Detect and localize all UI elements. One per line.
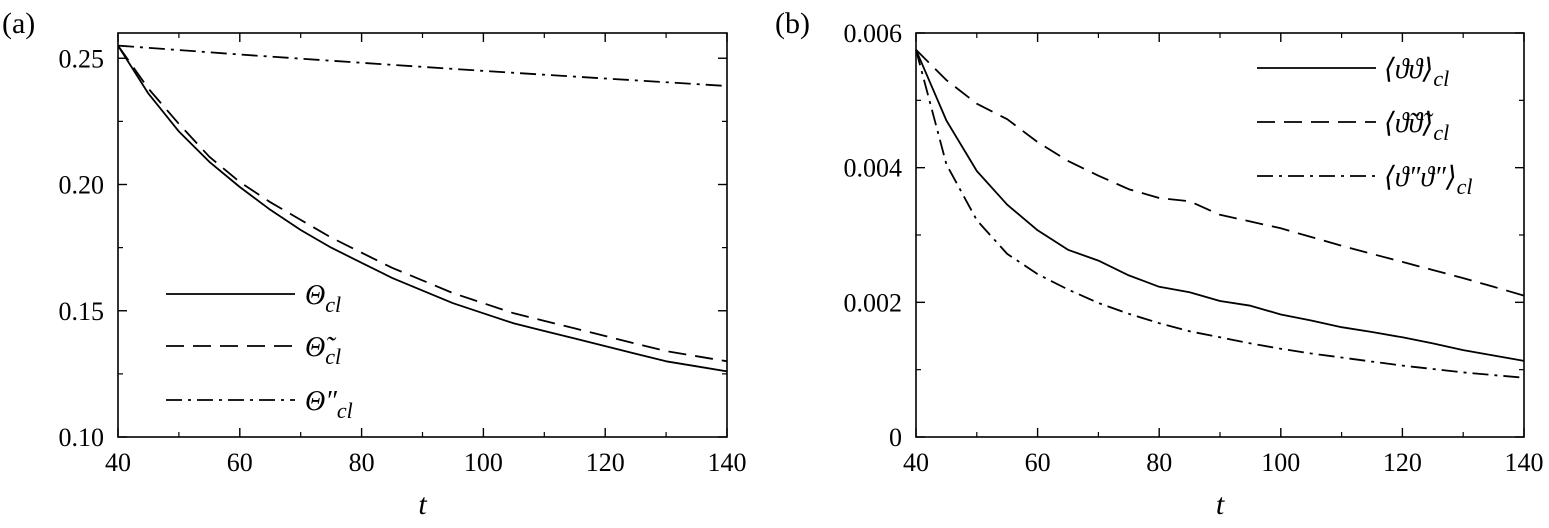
y-tick-label: 0 bbox=[889, 423, 902, 452]
x-axis-title: t bbox=[1216, 488, 1225, 521]
series-line-1 bbox=[117, 45, 728, 373]
legend-label: ⟨ϑϑ⟩cl bbox=[1384, 54, 1449, 91]
plot-frame bbox=[117, 32, 728, 438]
legend-label: Θcl bbox=[305, 280, 341, 317]
y-tick-label: 0.002 bbox=[844, 288, 903, 317]
panel-label: (a) bbox=[2, 7, 35, 40]
x-tick-label: 140 bbox=[708, 448, 747, 477]
x-tick-label: 60 bbox=[1025, 448, 1051, 477]
series-line-1 bbox=[915, 49, 1525, 362]
series-line-3 bbox=[915, 49, 1525, 379]
series-line-2 bbox=[117, 45, 728, 363]
x-tick-label: 120 bbox=[586, 448, 625, 477]
legend-label: ⟨ϑ̃ϑ̃⟩cl bbox=[1384, 108, 1449, 145]
x-tick-label: 80 bbox=[1146, 448, 1172, 477]
legend-label: Θ″cl bbox=[305, 386, 353, 423]
panel-a: 40 60 80 100 120 140 0.10 0.15 0.20 0.25 t (a) Θcl Θ̃… bbox=[2, 7, 747, 521]
y-tick-label: 0.15 bbox=[59, 297, 105, 326]
y-tick-label: 0.25 bbox=[59, 44, 105, 73]
x-tick-label: 100 bbox=[1261, 448, 1300, 477]
legend: ⟨ϑϑ⟩cl ⟨ϑ̃ϑ̃⟩cl ⟨ϑ″ϑ″⟩cl bbox=[1257, 54, 1473, 199]
legend-label: Θ̃cl bbox=[305, 332, 341, 369]
y-tick-label: 0.004 bbox=[844, 154, 903, 183]
x-tick-label: 140 bbox=[1505, 448, 1544, 477]
y-tick-label: 0.10 bbox=[59, 423, 105, 452]
plot-frame bbox=[915, 32, 1525, 438]
x-tick-label: 120 bbox=[1383, 448, 1422, 477]
panel-b: 40 60 80 100 120 140 0 0.002 0.004 0.006 t (b) ⟨ϑϑ⟩c… bbox=[775, 7, 1544, 521]
x-tick-label: 60 bbox=[227, 448, 253, 477]
y-tick-label: 0.20 bbox=[59, 171, 105, 200]
y-tick-label: 0.006 bbox=[844, 19, 903, 48]
x-tick-label: 100 bbox=[464, 448, 503, 477]
legend-label: ⟨ϑ″ϑ″⟩cl bbox=[1384, 162, 1473, 199]
x-axis-title: t bbox=[418, 488, 427, 521]
series-line-2 bbox=[915, 49, 1525, 297]
series-line-3 bbox=[117, 44, 728, 87]
x-tick-label: 40 bbox=[105, 448, 131, 477]
x-tick-label: 40 bbox=[903, 448, 929, 477]
legend: Θcl Θ̃cl Θ″cl bbox=[166, 280, 353, 423]
panel-label: (b) bbox=[775, 7, 810, 40]
x-tick-label: 80 bbox=[349, 448, 375, 477]
